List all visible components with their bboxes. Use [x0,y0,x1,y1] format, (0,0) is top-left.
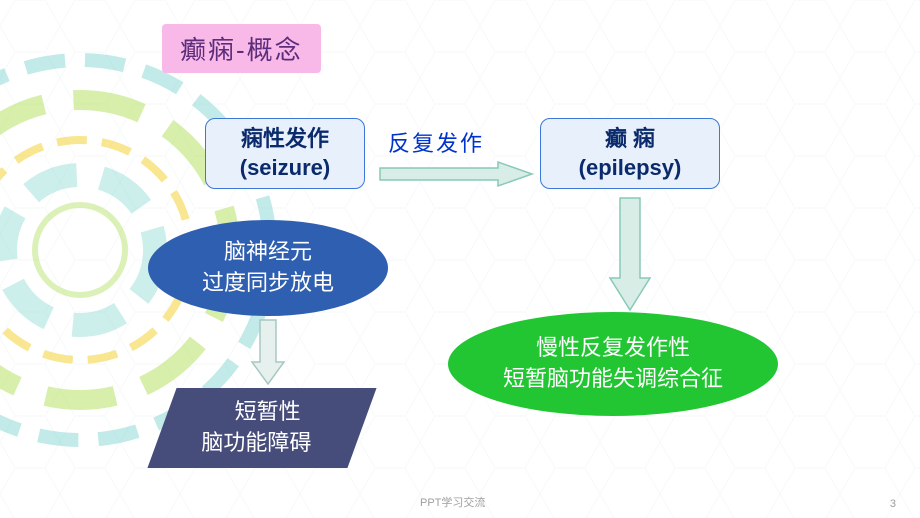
arrow-seizure-to-epilepsy [378,158,536,190]
node-epilepsy: 癫 痫 (epilepsy) [540,118,720,189]
node-epilepsy-line1: 癫 痫 [605,126,655,151]
node-seizure-line2: (seizure) [240,155,330,180]
slide-title: 癫痫-概念 [162,24,321,73]
para-line1: 短暂性 [235,397,301,428]
ellipse-chronic-line1: 慢性反复发作性 [536,333,690,364]
slide-title-text: 癫痫-概念 [180,35,303,65]
ellipse-chronic: 慢性反复发作性 短暂脑功能失调综合征 [448,312,778,416]
ellipse-neuron-line2: 过度同步放电 [202,268,334,299]
para-line2: 脑功能障碍 [201,428,311,459]
ellipse-neuron-line1: 脑神经元 [224,237,312,268]
footer-text: PPT学习交流 [420,494,485,510]
ellipse-chronic-line2: 短暂脑功能失调综合征 [503,364,723,395]
ellipse-neuron: 脑神经元 过度同步放电 [148,220,388,316]
node-seizure: 痫性发作 (seizure) [205,118,365,189]
node-epilepsy-line2: (epilepsy) [579,155,682,180]
parallelogram-transient: 短暂性 脑功能障碍 [147,388,376,468]
arrow-label-repeat: 反复发作 [388,126,484,158]
arrow-neuron-down [250,318,286,388]
footer-page: 3 [890,498,896,510]
node-seizure-line1: 痫性发作 [241,126,329,151]
arrow-epilepsy-down [608,196,652,314]
